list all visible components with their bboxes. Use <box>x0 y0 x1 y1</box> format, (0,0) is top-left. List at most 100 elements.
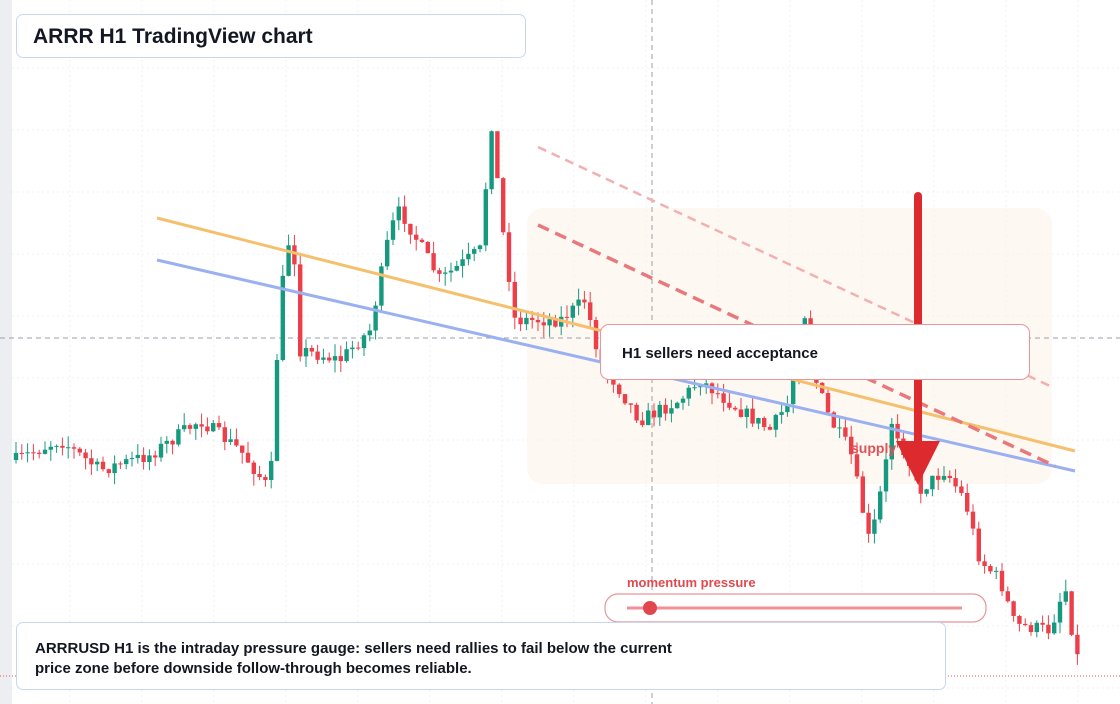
candle-body <box>309 347 314 352</box>
candle-body <box>779 412 784 415</box>
candle-body <box>640 420 645 426</box>
candle-body <box>866 512 871 534</box>
candle-body <box>48 446 53 450</box>
candle-body <box>622 394 628 404</box>
candle-body <box>704 383 709 386</box>
candle-body <box>327 357 332 361</box>
candle-body <box>228 439 233 442</box>
candle-body <box>187 425 193 429</box>
candle-body <box>25 452 30 454</box>
candle-body <box>414 234 419 240</box>
candle-body <box>715 393 720 395</box>
candle-body <box>982 561 987 567</box>
candle-body <box>930 475 935 490</box>
candle-body <box>593 320 599 350</box>
candle-body <box>60 445 65 448</box>
caption-text: ARRRUSD H1 is the intraday pressure gaug… <box>35 640 672 677</box>
candle-body <box>1063 591 1068 602</box>
candle-body <box>263 477 268 480</box>
candle-body <box>663 404 668 414</box>
candle-body <box>147 455 152 463</box>
candle-body <box>883 459 889 492</box>
candle-body <box>419 239 425 243</box>
left-edge <box>0 0 12 704</box>
candle-body <box>738 409 744 417</box>
candle-body <box>77 448 82 453</box>
candle-body <box>118 463 123 465</box>
candle-body <box>686 387 691 399</box>
candle-body <box>547 319 552 326</box>
candle-body <box>222 427 227 442</box>
candle-body <box>425 242 430 254</box>
candle-body <box>477 245 483 250</box>
candle-body <box>553 319 558 327</box>
candle-body <box>234 439 239 446</box>
candle-body <box>489 131 494 190</box>
candle-body <box>721 393 726 403</box>
candle-body <box>762 418 767 427</box>
candle-body <box>675 402 680 409</box>
candle-body <box>680 398 686 403</box>
candle-body <box>83 452 88 459</box>
candle-body <box>448 270 454 273</box>
candle-body <box>576 299 581 306</box>
candle-body <box>106 469 111 474</box>
candle-body <box>773 414 778 430</box>
candle-body <box>698 385 703 388</box>
candle-body <box>66 447 71 449</box>
candle-body <box>454 265 459 271</box>
candle-body <box>205 426 210 432</box>
candle-body <box>13 453 19 460</box>
candle-body <box>286 245 291 276</box>
candle-body <box>669 408 674 414</box>
candle-body <box>872 519 877 534</box>
candle-body <box>158 443 164 458</box>
candle-body <box>193 424 198 429</box>
candle-body <box>727 402 732 408</box>
candle-body <box>344 349 349 362</box>
candle-body <box>332 356 338 361</box>
candle-body <box>878 491 883 520</box>
candle-body <box>1017 615 1022 624</box>
candle-body <box>524 317 529 325</box>
candle-body <box>582 299 587 303</box>
candle-body <box>89 458 94 465</box>
candle-body <box>953 478 958 487</box>
candle-body <box>100 461 106 470</box>
candle-body <box>1057 601 1063 623</box>
candle-body <box>245 452 251 463</box>
candle-body <box>733 407 738 410</box>
candle-body <box>959 486 964 493</box>
candle-body <box>402 206 407 224</box>
candle-body <box>1040 622 1045 625</box>
candle-body <box>321 357 326 360</box>
candle-body <box>129 458 135 460</box>
candle-body <box>889 423 894 460</box>
candle-body <box>408 223 413 235</box>
candle-body <box>164 440 169 444</box>
candle-body <box>518 317 523 325</box>
candle-body <box>657 404 662 418</box>
candle-body <box>443 272 448 274</box>
candle-body <box>176 429 181 445</box>
candle-body <box>1069 591 1074 635</box>
candle-body <box>617 384 622 395</box>
candle-body <box>211 423 216 432</box>
candle-body <box>936 475 941 480</box>
candle-body <box>257 474 262 478</box>
candle-body <box>431 253 436 271</box>
candle-body <box>1023 623 1028 626</box>
candle-body <box>965 492 970 512</box>
candle-body <box>466 253 471 260</box>
candle-body <box>994 570 999 572</box>
candle-body <box>1011 601 1016 616</box>
gauge-label: momentum pressure <box>627 575 756 590</box>
candle-body <box>854 454 860 477</box>
candle-body <box>947 475 952 479</box>
candle-body <box>1052 622 1057 634</box>
candle-body <box>970 511 976 529</box>
candle-body <box>367 330 372 336</box>
candle-body <box>379 266 384 306</box>
candle-body <box>274 359 280 461</box>
